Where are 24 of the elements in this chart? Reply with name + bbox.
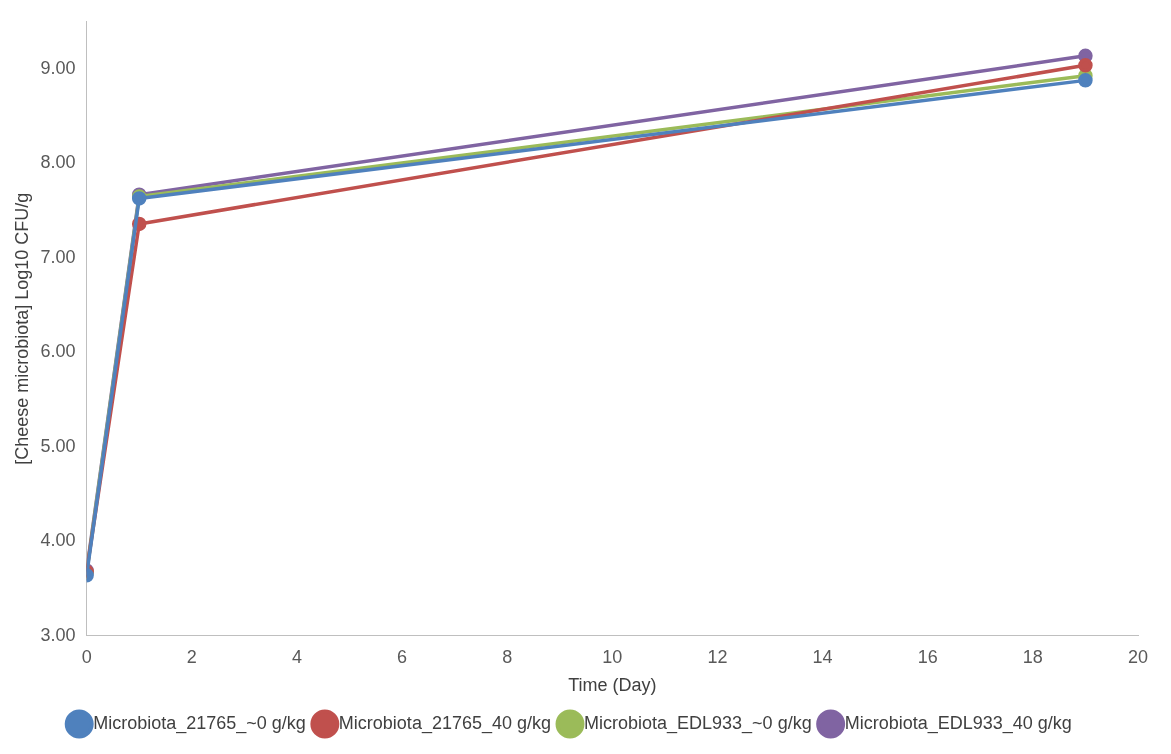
- x-tick-label: 6: [397, 646, 408, 667]
- x-tick-label: 8: [502, 646, 513, 667]
- legend-label: Microbiota_EDL933_~0 g/kg: [584, 712, 812, 734]
- x-tick-label: 12: [707, 646, 728, 667]
- x-tick-label: 20: [1127, 646, 1149, 667]
- y-tick-label: 8.00: [40, 152, 76, 173]
- y-axis-title: [Cheese microbiota] Log10 CFU/g: [11, 192, 32, 465]
- y-tick-label: 5.00: [40, 435, 76, 456]
- legend-label: Microbiota_21765_40 g/kg: [338, 712, 552, 734]
- x-axis-title: Time (Day): [568, 675, 657, 696]
- y-tick-label: 6.00: [40, 341, 76, 362]
- legend-label: Microbiota_EDL933_40 g/kg: [844, 712, 1072, 734]
- x-tick-label: 2: [186, 646, 197, 667]
- x-tick-label: 4: [291, 646, 302, 667]
- y-tick-label: 3.00: [40, 624, 76, 645]
- y-tick-label: 4.00: [40, 530, 76, 551]
- legend-label: Microbiota_21765_~0 g/kg: [93, 712, 306, 734]
- x-tick-label: 0: [81, 646, 92, 667]
- x-tick-label: 18: [1022, 646, 1043, 667]
- x-tick-label: 16: [917, 646, 938, 667]
- x-tick-label: 10: [602, 646, 623, 667]
- y-tick-label: 7.00: [40, 246, 76, 267]
- x-tick-label: 14: [812, 646, 833, 667]
- y-tick-label: 9.00: [40, 58, 76, 78]
